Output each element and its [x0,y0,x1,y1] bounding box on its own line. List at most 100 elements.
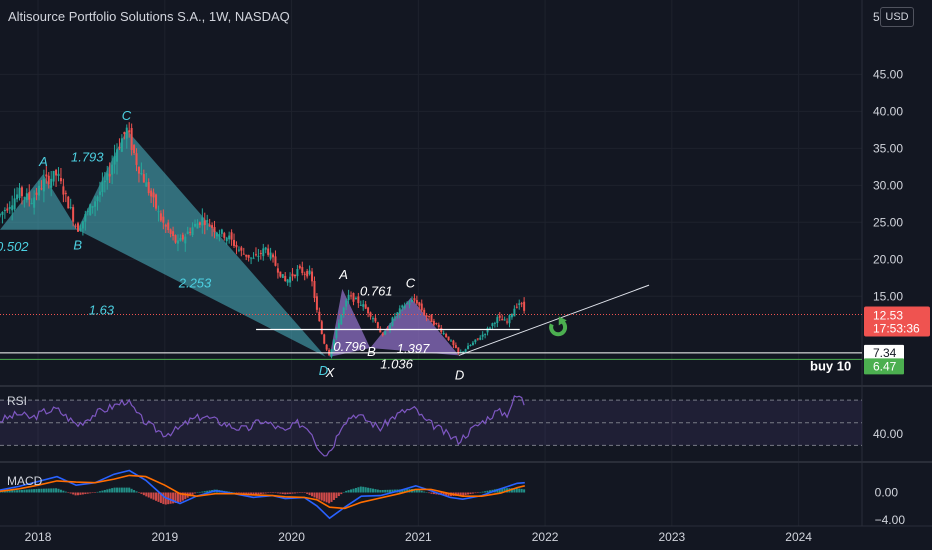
candle-body [220,229,223,234]
candle-body [371,318,374,320]
candle [137,166,140,183]
candle-body [449,340,452,342]
pattern-2-label-x: X [325,365,336,380]
candle-body [367,307,370,314]
candle [159,210,162,222]
candle-body [157,211,160,213]
macd-histogram-bar [267,492,270,494]
candle [240,245,243,257]
candle [286,278,289,286]
candle [13,188,16,212]
candle-body [245,254,248,257]
candle [57,167,60,182]
macd-histogram-bar [486,490,489,493]
macd-histogram-bar [328,492,331,504]
macd-histogram-bar [135,491,138,493]
candle [30,198,33,205]
macd-histogram-bar [128,487,131,493]
macd-histogram-bar [376,489,379,493]
candle-body [59,177,62,182]
candle [225,236,228,245]
candle-body [303,273,306,275]
candle [262,243,265,261]
candle-body [94,201,97,207]
candle-body [213,227,216,233]
candle-body [113,155,116,165]
candle-body [194,223,197,227]
macd-histogram-bar [118,487,121,493]
macd-histogram-bar [279,492,282,494]
candle [230,229,233,246]
candle-body [454,345,457,349]
macd-histogram-bar [503,488,506,493]
buy-note-label: buy 10 [810,358,851,373]
candle-body [281,274,284,278]
candle [69,198,72,210]
candle-body [510,313,513,318]
macd-histogram-bar [181,492,184,501]
macd-histogram-bar [325,492,328,503]
macd-histogram-bar [259,492,262,495]
macd-histogram-bar [337,492,340,497]
candle [33,190,36,215]
macd-histogram-bar [18,490,21,493]
macd-histogram-bar [289,492,292,494]
candle [442,330,445,336]
candle-body [308,270,311,275]
pattern-1-label-d: D [319,363,328,378]
candle-body [84,214,87,222]
candle-body [235,245,238,248]
candle-body [393,316,396,318]
candle [342,306,345,318]
candle-body [376,322,379,329]
candle [50,170,53,197]
candle [152,188,155,208]
candle-body [201,217,204,226]
candle [201,208,204,234]
candle [64,190,67,203]
candle-body [428,315,431,317]
candle-body [47,175,50,185]
candle [108,162,111,183]
candle-body [435,323,438,325]
macd-histogram-bar [42,488,45,493]
macd-histogram-bar [467,492,470,495]
macd-histogram-bar [413,488,416,493]
candle-body [79,228,82,231]
candle [403,302,406,310]
candle-body [345,300,348,307]
price-tick-label: 45.00 [873,67,903,81]
currency-button[interactable]: USD [880,7,914,27]
candle-body [233,239,236,246]
candle-body [347,294,350,300]
candle-body [381,333,384,336]
candle [354,296,357,300]
candle-body [408,303,411,305]
candle [389,322,392,333]
rsi-line [0,395,525,457]
candle [518,299,521,310]
candle-body [476,338,479,340]
macd-histogram-bar [315,492,318,499]
macd-histogram-bar [476,492,479,493]
candle [498,312,501,322]
candle-body [55,169,58,176]
macd-histogram-bar [94,492,97,493]
candle [357,292,360,308]
candle-body [67,196,70,209]
macd-histogram-bar [235,492,238,493]
candle [128,122,131,138]
candle-body [208,224,211,227]
macd-histogram-bar [474,492,477,494]
macd-histogram-bar [462,492,465,496]
macd-histogram-bar [284,492,287,495]
candle [298,264,301,270]
macd-histogram-bar [406,489,409,493]
level-tag-7-34 [864,344,904,361]
macd-histogram-bar [120,487,123,493]
candle [189,227,192,236]
candle [118,138,121,150]
candle [203,212,206,235]
candle [313,276,316,303]
